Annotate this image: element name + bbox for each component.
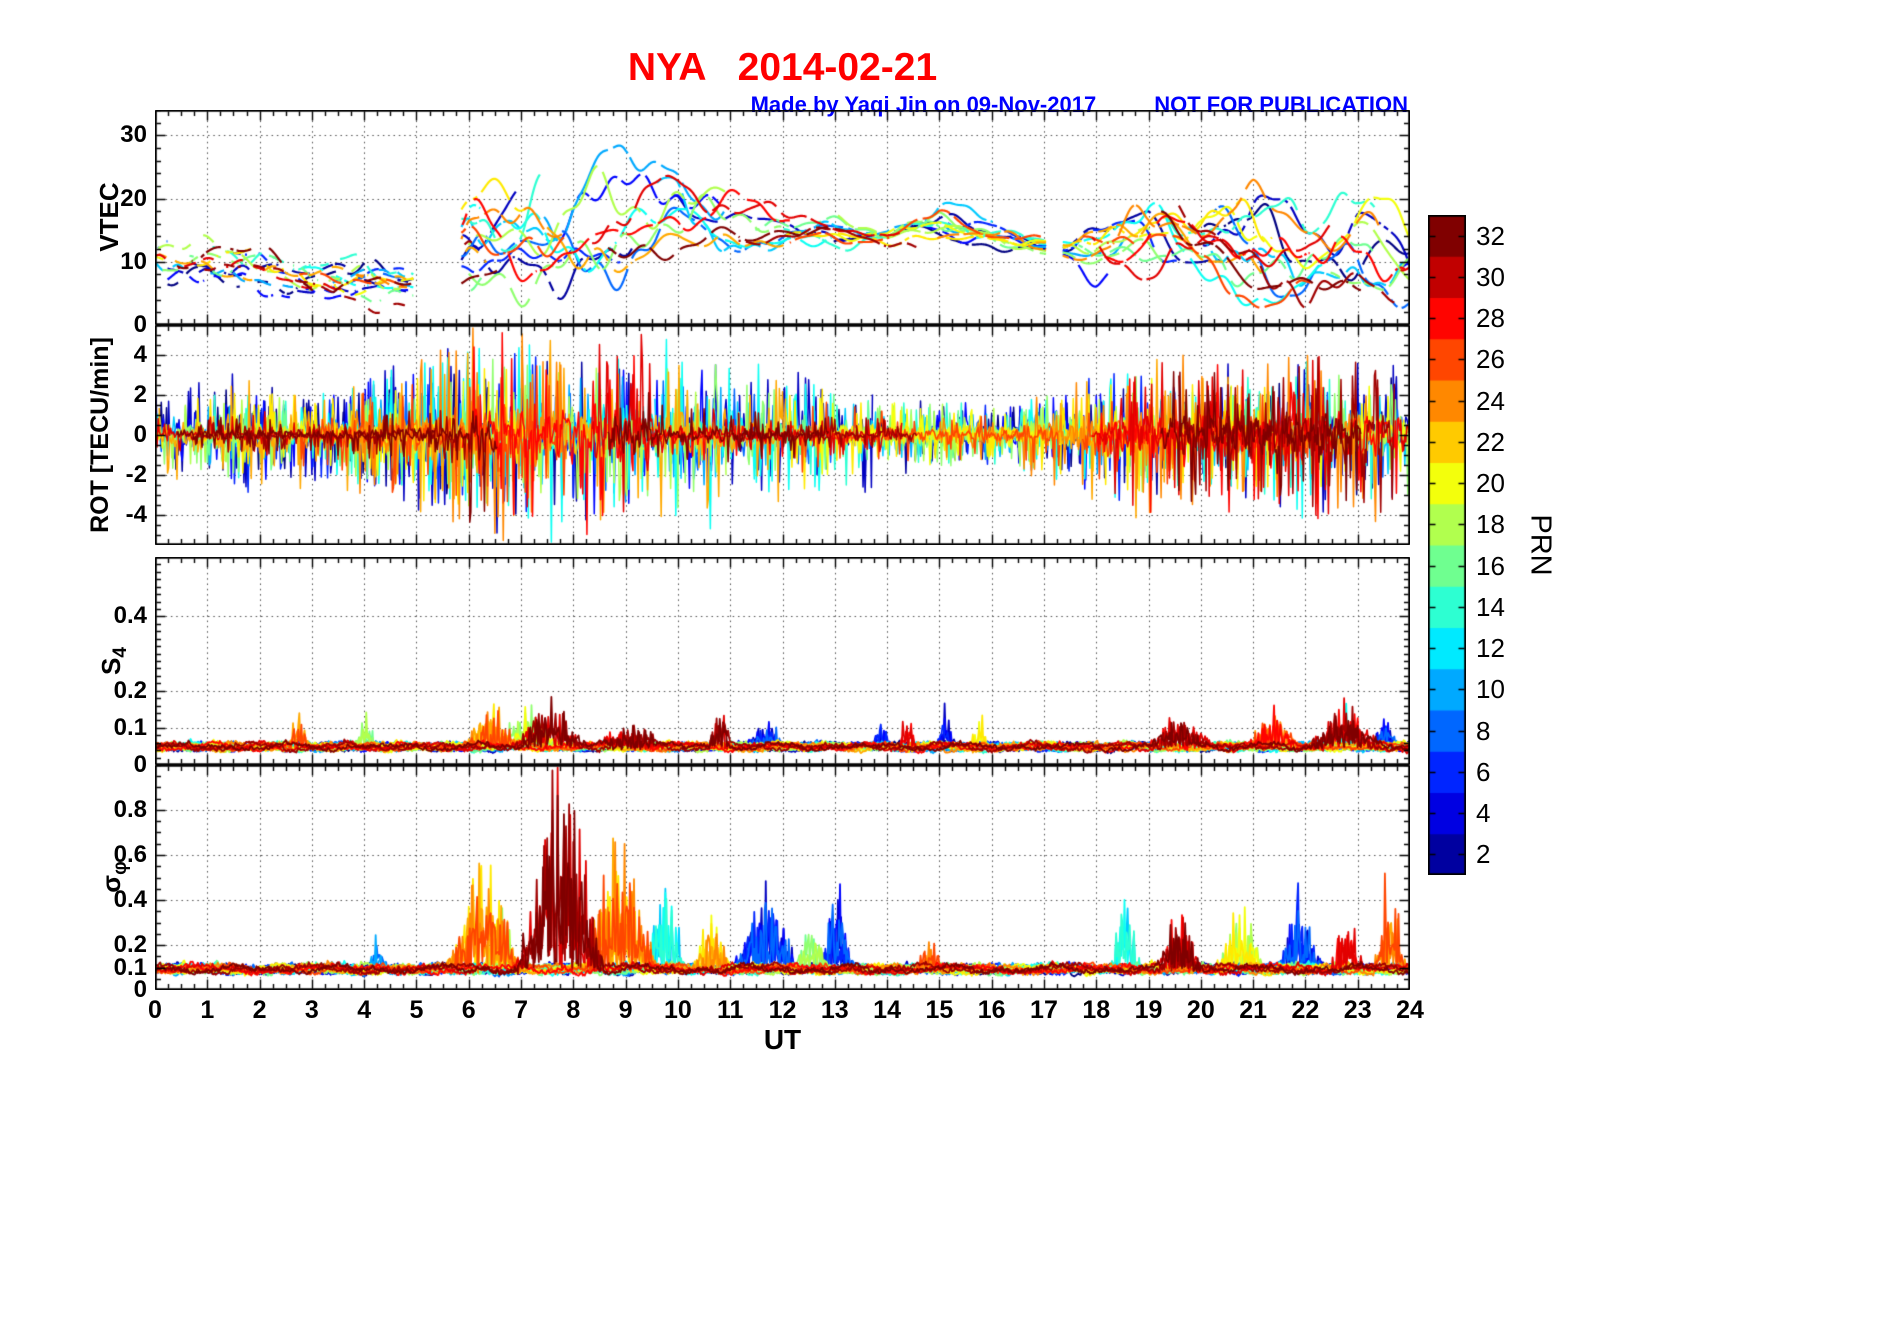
y-tick-label: 0.8 bbox=[113, 796, 147, 823]
x-tick-label: 1 bbox=[200, 996, 215, 1024]
colorbar-tick-label: 18 bbox=[1476, 509, 1505, 540]
colorbar-tick-label: 4 bbox=[1476, 798, 1491, 829]
x-tick-label: 24 bbox=[1396, 996, 1424, 1024]
x-tick-label: 21 bbox=[1239, 996, 1268, 1024]
colorbar-tick-label: 14 bbox=[1476, 591, 1505, 622]
x-tick-label: 11 bbox=[716, 996, 744, 1024]
colorbar-tick-label: 16 bbox=[1476, 550, 1505, 581]
prn-colorbar-label: PRN bbox=[1524, 514, 1557, 576]
plot-title: NYA 2014-02-21 bbox=[627, 46, 938, 89]
x-tick-label: 7 bbox=[514, 996, 528, 1024]
y-tick-label: -2 bbox=[125, 461, 147, 488]
x-tick-label: 16 bbox=[977, 996, 1006, 1024]
colorbar-tick-label: 20 bbox=[1476, 468, 1505, 499]
x-tick-label: 18 bbox=[1082, 996, 1111, 1024]
sigma-phi-panel-plot bbox=[155, 765, 1410, 990]
x-tick-label: 0 bbox=[148, 996, 162, 1024]
y-tick-label: 0.4 bbox=[113, 886, 147, 913]
y-tick-label: 2 bbox=[133, 381, 147, 408]
y-tick-label: 0 bbox=[133, 311, 147, 338]
x-tick-label: 20 bbox=[1186, 996, 1215, 1024]
colorbar-tick-label: 24 bbox=[1476, 385, 1505, 416]
colorbar-tick-label: 8 bbox=[1476, 715, 1491, 746]
x-tick-label: 2 bbox=[252, 996, 267, 1024]
x-tick-label: 13 bbox=[820, 996, 849, 1024]
y-tick-label: 0.4 bbox=[113, 602, 147, 630]
y-tick-label: 10 bbox=[120, 247, 147, 275]
x-tick-label: 14 bbox=[873, 996, 901, 1024]
y-tick-label: 0.2 bbox=[113, 676, 147, 704]
colorbar-tick-label: 32 bbox=[1476, 220, 1505, 251]
x-tick-label: 9 bbox=[618, 996, 633, 1024]
s4-panel-plot bbox=[155, 557, 1410, 765]
y-tick-label: 0 bbox=[133, 976, 147, 1003]
colorbar-tick-label: 28 bbox=[1476, 303, 1505, 334]
x-tick-label: 23 bbox=[1343, 996, 1372, 1024]
x-tick-label: 6 bbox=[461, 996, 476, 1024]
colorbar-tick-label: 6 bbox=[1476, 756, 1491, 787]
colorbar-tick-label: 22 bbox=[1476, 426, 1505, 457]
colorbar-tick-label: 2 bbox=[1476, 839, 1491, 870]
x-tick-label: 19 bbox=[1134, 996, 1163, 1024]
x-tick-label: 4 bbox=[357, 996, 372, 1024]
y-tick-label: 0.1 bbox=[113, 953, 147, 981]
s4-axis-label: S4 bbox=[95, 647, 132, 675]
y-tick-label: -4 bbox=[125, 501, 147, 528]
y-tick-label: 4 bbox=[133, 341, 147, 368]
y-tick-label: 0 bbox=[133, 421, 147, 448]
x-tick-label: 12 bbox=[768, 996, 797, 1024]
x-tick-label: 15 bbox=[925, 996, 954, 1024]
y-tick-label: 20 bbox=[120, 184, 147, 212]
rot-panel-plot bbox=[155, 325, 1410, 545]
y-tick-label: 0.2 bbox=[113, 931, 147, 958]
colorbar-tick-label: 30 bbox=[1476, 261, 1505, 292]
x-tick-label: 5 bbox=[409, 996, 424, 1024]
colorbar-tick-label: 12 bbox=[1476, 633, 1505, 664]
y-tick-label: 0.1 bbox=[113, 713, 147, 741]
y-tick-label: 30 bbox=[120, 121, 147, 149]
vtec-panel-plot bbox=[155, 110, 1410, 325]
x-tick-label: 3 bbox=[304, 996, 319, 1024]
x-tick-label: 8 bbox=[566, 996, 581, 1024]
y-tick-label: 0 bbox=[133, 751, 147, 778]
y-tick-label: 0.6 bbox=[113, 841, 147, 868]
ut-axis-label: UT bbox=[763, 1024, 802, 1055]
x-tick-label: 10 bbox=[664, 996, 692, 1024]
colorbar-tick-label: 10 bbox=[1476, 674, 1505, 705]
colorbar-tick-label: 26 bbox=[1476, 344, 1505, 375]
x-tick-label: 17 bbox=[1030, 996, 1058, 1024]
x-tick-label: 22 bbox=[1291, 996, 1320, 1024]
prn-colorbar bbox=[1428, 215, 1466, 875]
